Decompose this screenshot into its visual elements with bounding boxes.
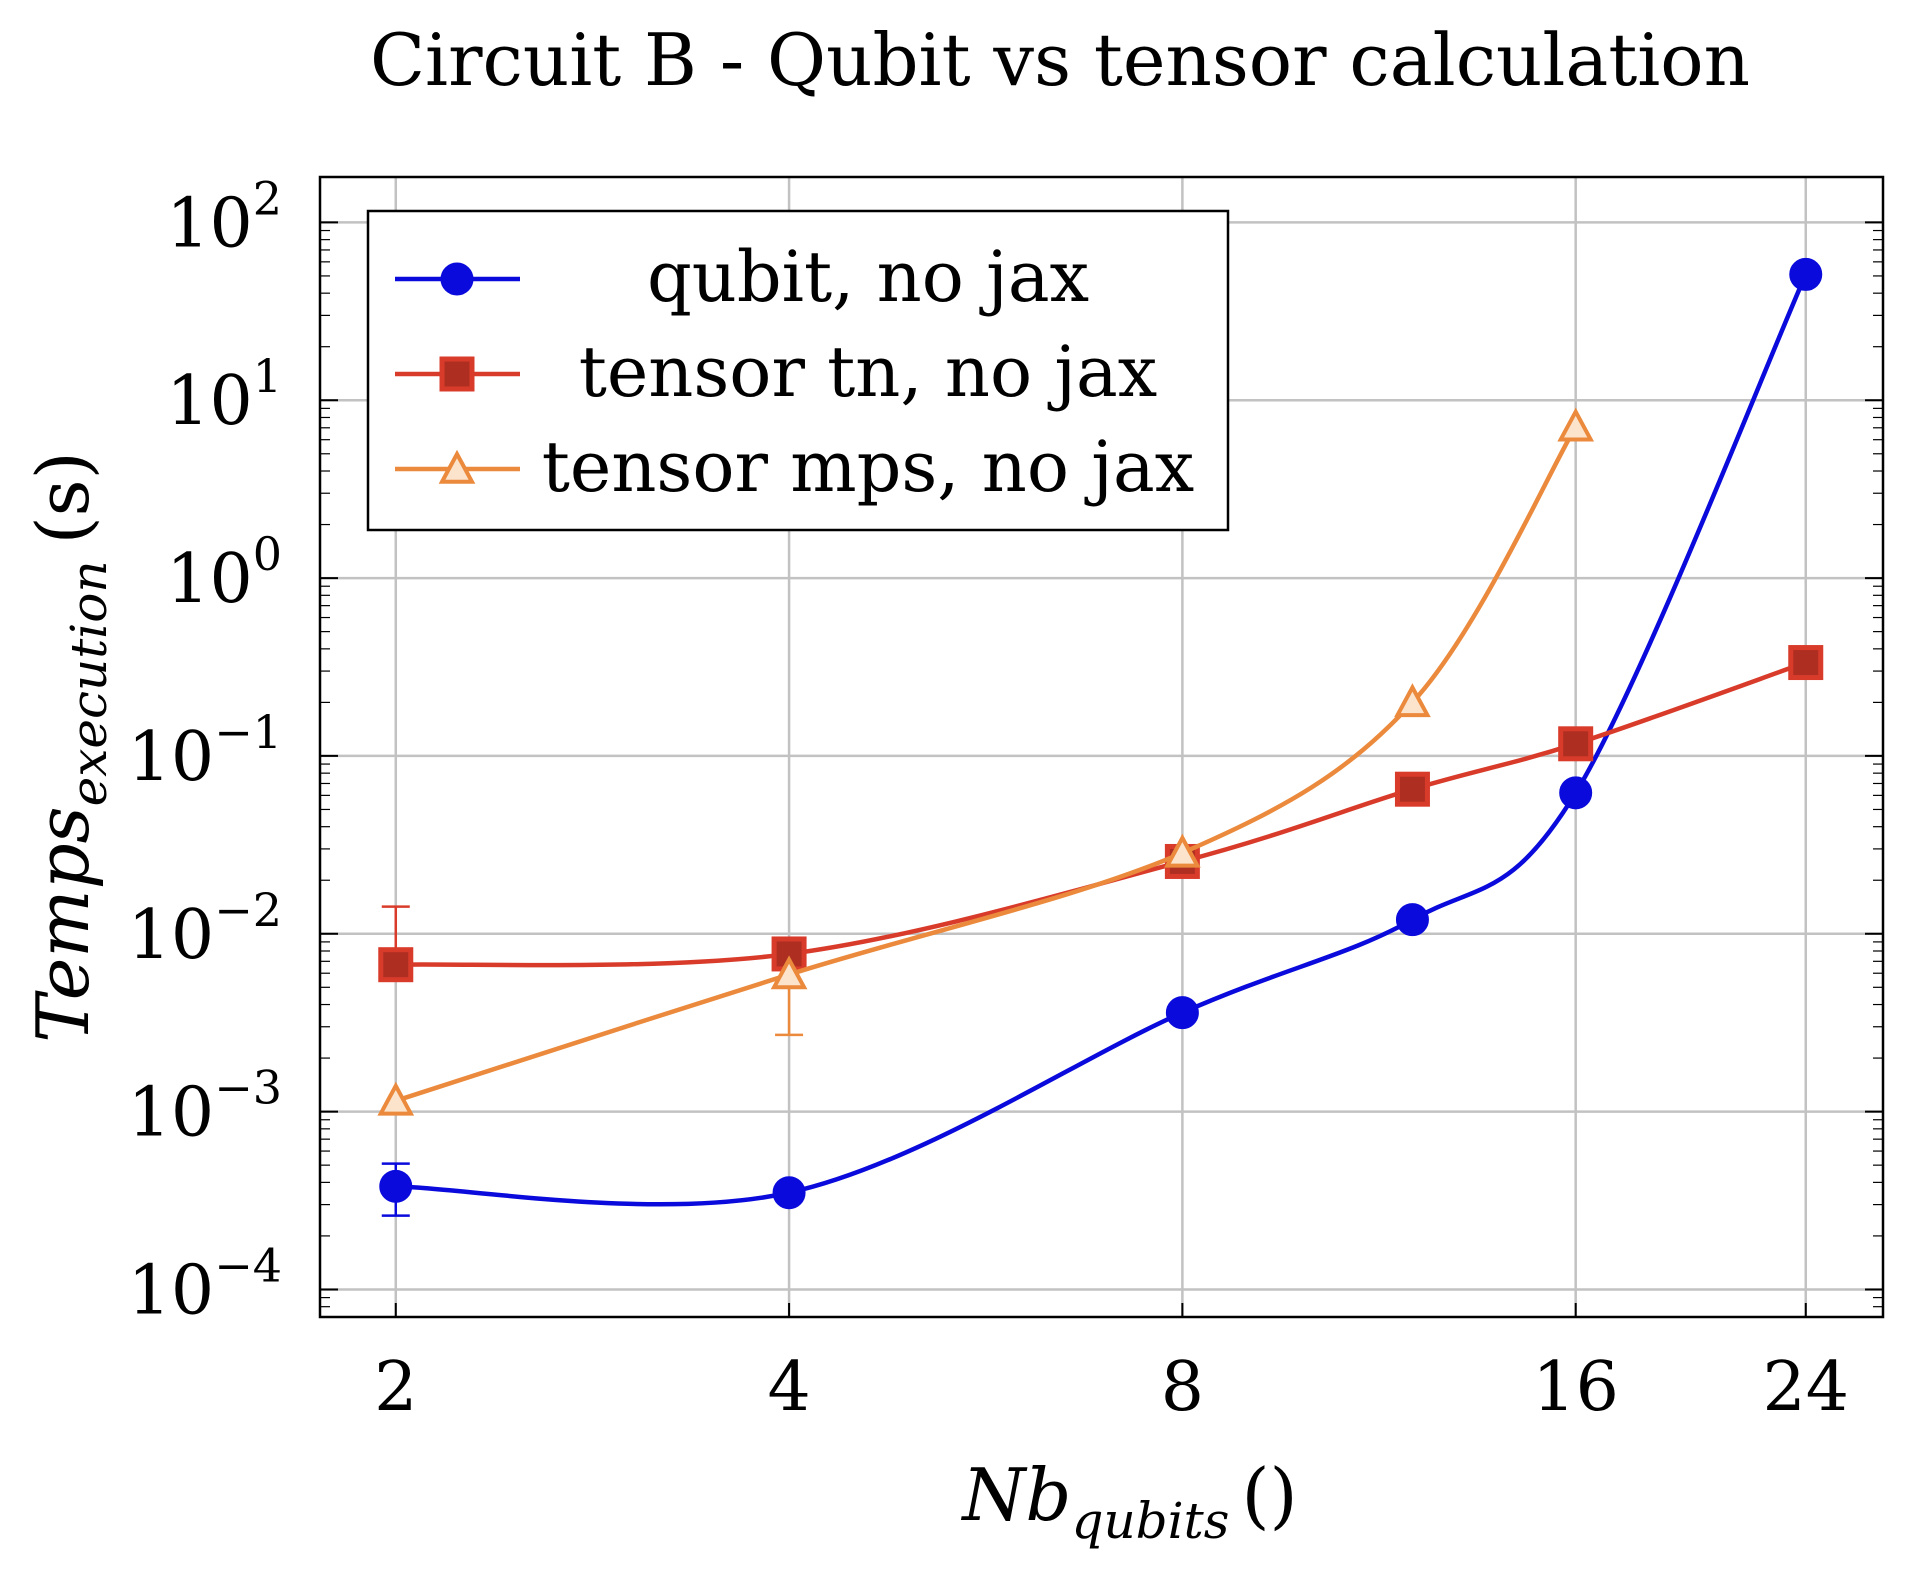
x-tick-label: 24 [1762, 1348, 1849, 1427]
legend-marker [440, 262, 474, 296]
x-tick-labels: 2 4 8 16 24 [374, 1348, 1849, 1427]
series-line [395, 425, 1578, 1103]
y-tick-exponent: 2 [253, 171, 282, 225]
y-tick-base: 10 [128, 718, 215, 797]
data-point [1789, 257, 1823, 291]
y-tick-label: 10−3 [128, 1061, 282, 1153]
y-tick-label: 102 [166, 171, 282, 263]
data-point [770, 955, 808, 990]
series-3 [377, 407, 1595, 1116]
x-tick-label: 2 [374, 1348, 417, 1427]
series-line [395, 273, 1808, 1207]
y-axis-label-group: Tempsexecution (s) [21, 451, 118, 1042]
y-tick-base: 10 [166, 362, 253, 441]
legend-label: qubit, no jax [647, 236, 1089, 318]
x-axis-label-main: Nb [960, 1453, 1071, 1537]
y-axis-label-sub: execution [60, 560, 118, 806]
y-axis-label: Tempsexecution (s) [21, 451, 118, 1042]
x-tick-label: 16 [1532, 1348, 1619, 1427]
legend-label: tensor tn, no jax [579, 331, 1158, 413]
x-axis-label-unit: () [1241, 1453, 1297, 1537]
legend-marker [439, 356, 475, 392]
data-point [1558, 726, 1594, 762]
y-tick-exponent: −3 [214, 1061, 282, 1115]
x-axis-label-sub: qubits [1071, 1492, 1229, 1550]
data-point [1165, 996, 1199, 1030]
minor-ticks [320, 221, 1883, 1318]
data-point [1394, 683, 1431, 718]
plot-frame [318, 175, 1885, 1319]
data-point [378, 947, 414, 983]
y-tick-exponent: −2 [214, 883, 282, 937]
y-tick-label: 10−2 [128, 883, 282, 975]
y-tick-exponent: 0 [253, 527, 282, 581]
series-1 [379, 257, 1823, 1217]
data-point [772, 1176, 806, 1210]
series-layer [377, 257, 1824, 1217]
legend-box [366, 209, 1230, 532]
y-tick-label: 10−1 [128, 705, 282, 797]
y-tick-base: 10 [128, 896, 215, 975]
y-tick-exponent: −4 [214, 1238, 282, 1292]
data-point [1559, 776, 1593, 810]
data-point [1395, 903, 1429, 937]
y-tick-base: 10 [166, 184, 253, 263]
data-point [377, 1081, 415, 1116]
y-tick-label: 101 [166, 349, 282, 441]
y-axis-label-main: Temps [21, 806, 105, 1042]
legend: qubit, no jax tensor tn, no jax tensor mps… [366, 209, 1230, 532]
legend-label: tensor mps, no jax [542, 426, 1194, 508]
data-point [1164, 833, 1201, 868]
y-tick-base: 10 [166, 540, 253, 619]
x-tick-label: 4 [767, 1348, 810, 1427]
chart-title: Circuit B - Qubit vs tensor calculation [370, 18, 1750, 102]
series-2 [378, 645, 1824, 983]
y-tick-exponent: 1 [253, 349, 282, 403]
x-axis-label: Nbqubits() [960, 1453, 1297, 1550]
y-tick-label: 10−4 [128, 1238, 282, 1330]
series-line [395, 660, 1807, 968]
data-point [1394, 771, 1430, 807]
data-point [1788, 645, 1824, 681]
x-tick-label: 8 [1161, 1348, 1204, 1427]
y-tick-base: 10 [128, 1251, 215, 1330]
legend-marker [438, 449, 476, 484]
data-point [379, 1169, 413, 1203]
y-tick-exponent: −1 [214, 705, 282, 759]
y-axis-label-unit: (s) [21, 451, 105, 544]
data-point [1557, 407, 1595, 442]
y-tick-base: 10 [128, 1074, 215, 1153]
y-tick-label: 100 [166, 527, 282, 619]
